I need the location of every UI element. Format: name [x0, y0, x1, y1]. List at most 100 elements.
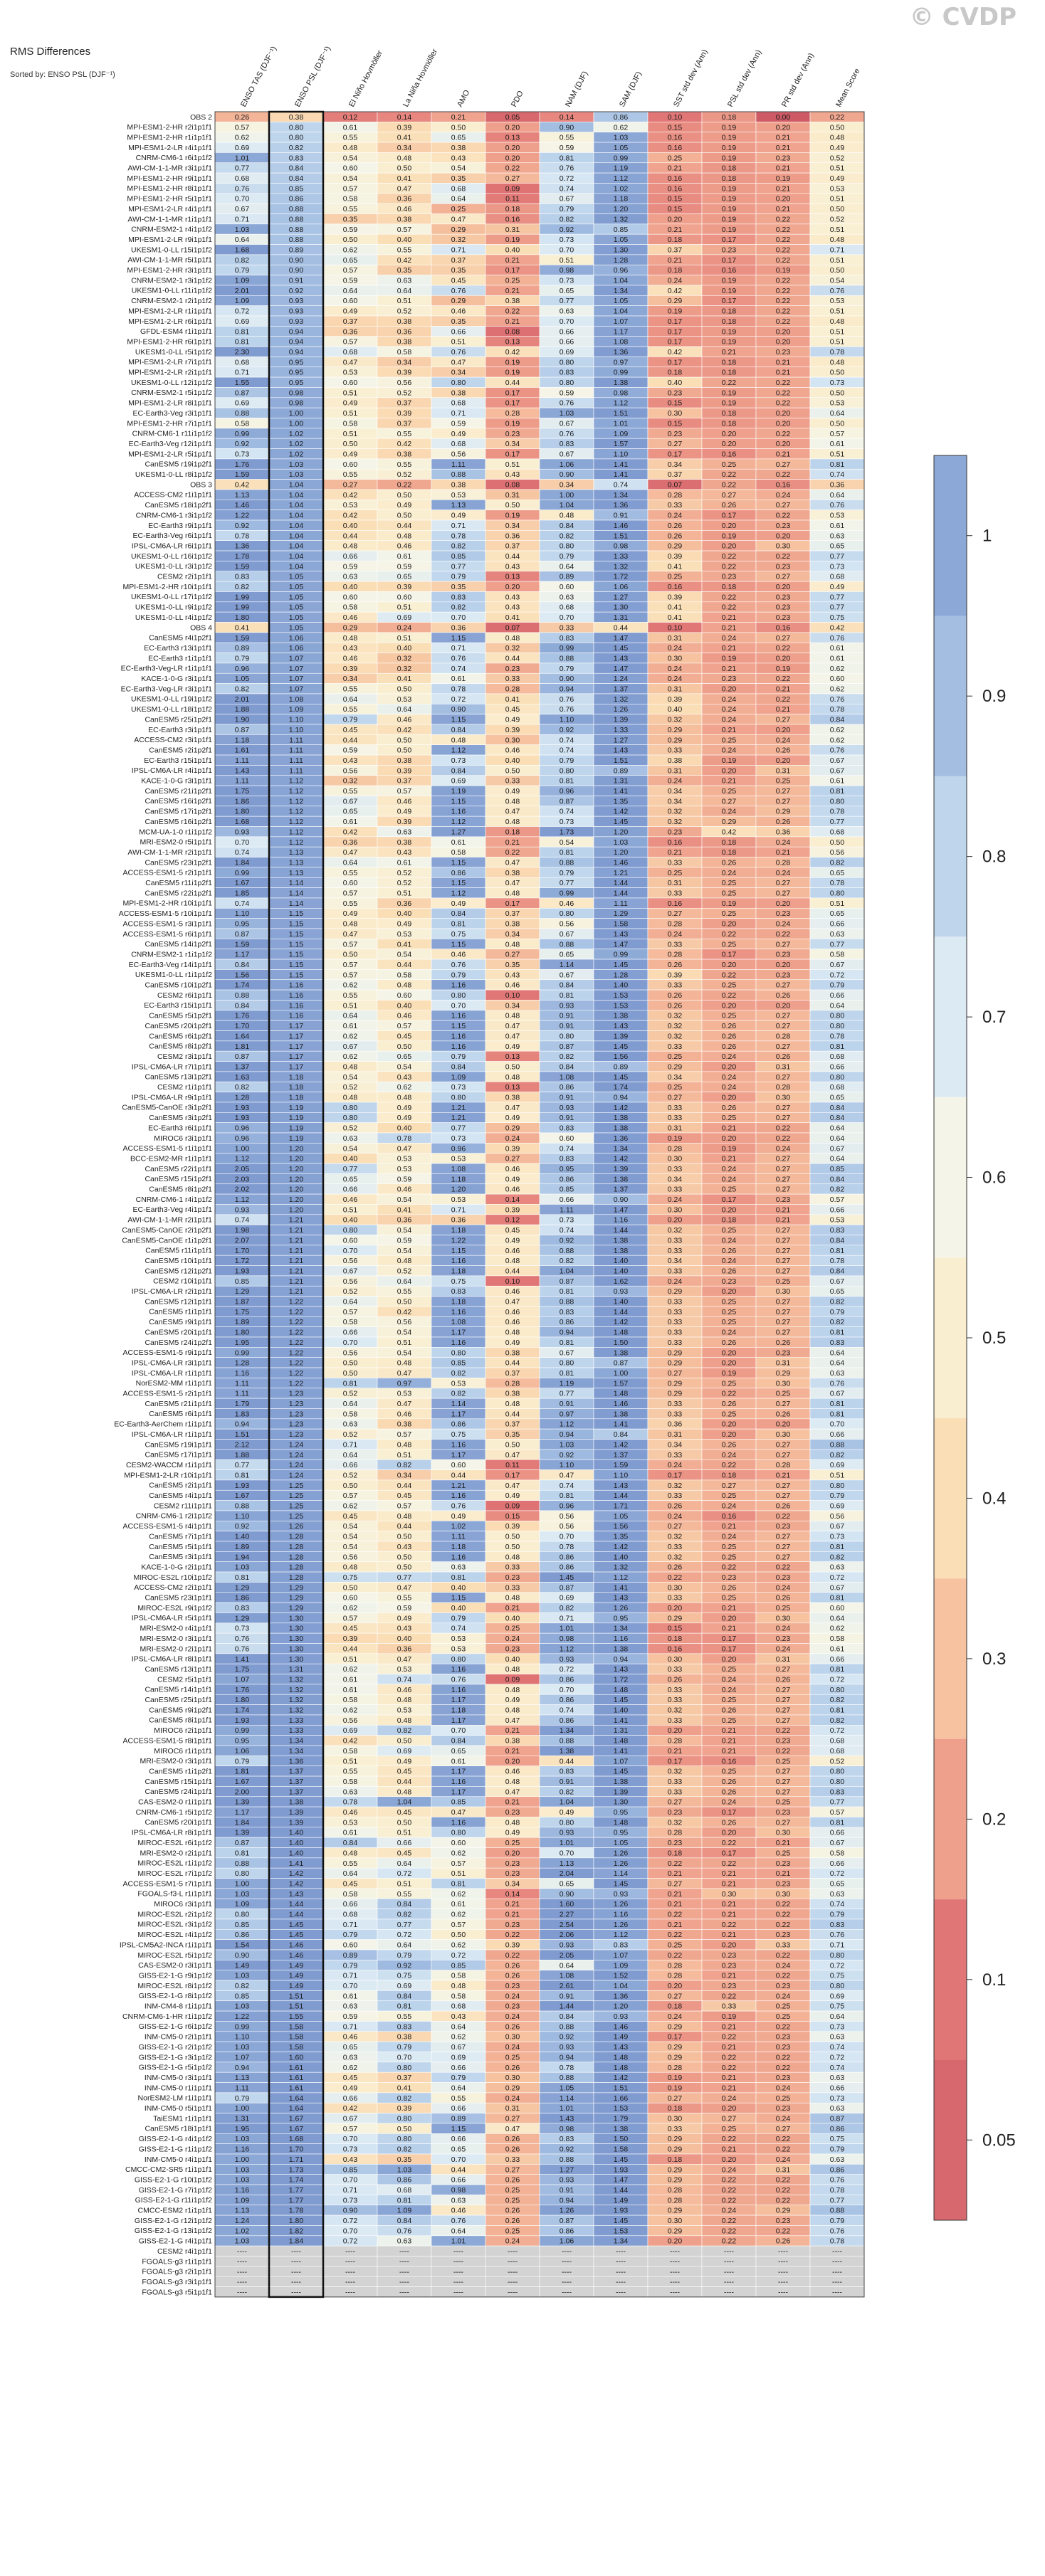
cell-value: 0.40 [505, 246, 520, 254]
cell-value: 0.56 [343, 766, 358, 775]
cell-value: 0.61 [343, 1992, 358, 2000]
cell-value: 0.65 [343, 2043, 358, 2052]
cell-value: 1.28 [289, 1553, 304, 1561]
cell-value: 1.45 [614, 1073, 629, 1082]
cell-value: 0.60 [343, 379, 358, 387]
cell-value: 0.45 [397, 1032, 412, 1040]
cell-value: 0.20 [722, 766, 737, 775]
cell-value: 0.80 [830, 1482, 845, 1490]
cell-value: 0.23 [668, 1808, 683, 1817]
cell-value: 0.61 [451, 1900, 466, 1909]
cell-value: 0.48 [451, 1982, 466, 1990]
cell-value: 0.38 [397, 1420, 412, 1429]
cell-value: 0.88 [560, 2155, 574, 2164]
cell-value: 0.21 [668, 1900, 683, 1909]
cell-value: 1.20 [614, 848, 629, 857]
cell-value: 0.17 [722, 1645, 737, 1653]
cell-value: 0.49 [505, 1492, 520, 1500]
cell-value: 0.25 [505, 1625, 520, 1633]
cell-value: 0.49 [343, 2084, 358, 2092]
cell-value: 0.22 [776, 297, 791, 305]
cell-value: 0.73 [560, 818, 574, 826]
cell-value: 0.91 [560, 1114, 574, 1122]
cell-value: 0.76 [235, 1635, 250, 1643]
cell-value: 1.21 [451, 1104, 466, 1112]
cell-value: 0.75 [830, 2135, 845, 2143]
cell-value: 1.17 [289, 1042, 304, 1051]
cell-value: 0.82 [830, 1553, 845, 1561]
cell-value: 0.33 [505, 1563, 520, 1572]
cell-value: 0.49 [451, 899, 466, 908]
cell-value: 1.13 [235, 2074, 250, 2082]
cell-value: 0.36 [776, 828, 791, 836]
cell-value: 0.29 [668, 2022, 683, 2031]
cell-value: 1.27 [451, 828, 466, 836]
cell-value: 0.86 [560, 1318, 574, 1326]
cell-value: 0.12 [505, 1216, 520, 1225]
cell-value: 0.94 [560, 1430, 574, 1439]
cell-value: 1.38 [614, 1645, 629, 1653]
cell-value: 0.92 [235, 1522, 250, 1531]
cell-value: 0.25 [722, 879, 737, 887]
cell-value: 1.67 [289, 2115, 304, 2123]
cell-value: 0.74 [235, 848, 250, 857]
cell-value: 1.30 [614, 603, 629, 612]
cell-value: 0.64 [830, 1124, 845, 1133]
cell-value: 0.19 [722, 532, 737, 540]
cell-value: 0.22 [722, 2196, 737, 2205]
cell-value: 1.01 [235, 154, 250, 162]
cell-value: 0.29 [668, 1390, 683, 1398]
cell-value: 0.71 [830, 246, 845, 254]
cell-value: 0.79 [560, 205, 574, 213]
cell-value: 0.50 [830, 389, 845, 397]
cell-value: 0.99 [614, 154, 629, 162]
cell-value: 1.00 [235, 2155, 250, 2164]
cell-value: 0.20 [776, 654, 791, 663]
cell-value: 0.86 [560, 1716, 574, 1725]
cell-value: 0.19 [722, 226, 737, 234]
column-header: NAM (DJF) [564, 70, 589, 108]
cell-value: 0.19 [722, 123, 737, 132]
cell-value: 0.72 [397, 1869, 412, 1878]
cell-value: 1.10 [235, 2033, 250, 2042]
cell-value: 0.27 [776, 1308, 791, 1316]
cell-value: 0.86 [560, 1083, 574, 1092]
cell-value: 0.15 [505, 1512, 520, 1521]
cell-value: 0.25 [505, 2186, 520, 2195]
cell-value: 0.94 [560, 2196, 574, 2205]
cell-value: 1.23 [289, 1420, 304, 1429]
cell-value: 1.15 [451, 634, 466, 643]
cell-value: 0.83 [560, 1308, 574, 1316]
cell-value: 1.30 [614, 1798, 629, 1807]
cell-value: 0.87 [560, 1042, 574, 1051]
cell-value: 1.47 [614, 665, 629, 673]
cell-value: 0.14 [397, 113, 412, 122]
cell-value: 0.58 [343, 195, 358, 204]
cell-value: 0.83 [289, 154, 304, 162]
cell-value: 0.17 [505, 266, 520, 275]
cell-value: 0.87 [235, 1052, 250, 1061]
cell-value: 0.90 [289, 256, 304, 265]
cell-value: 0.39 [505, 726, 520, 734]
cell-value: 0.62 [343, 981, 358, 990]
cell-value: 1.74 [289, 2176, 304, 2185]
cell-value: 0.82 [397, 2145, 412, 2154]
cell-value: 0.53 [451, 1379, 466, 1388]
cell-value: 0.44 [343, 736, 358, 744]
cell-value: 0.25 [668, 573, 683, 581]
cell-value: 0.20 [722, 961, 737, 969]
cell-value: 0.18 [722, 409, 737, 418]
cell-value: 0.38 [397, 838, 412, 847]
cell-value: 0.38 [505, 920, 520, 929]
cell-value: 0.77 [343, 1165, 358, 1173]
cell-value: 0.73 [343, 2196, 358, 2205]
cell-value: 1.22 [289, 1329, 304, 1337]
cell-value: 0.70 [235, 838, 250, 847]
cell-value: 1.36 [235, 542, 250, 551]
cell-value: 0.27 [776, 460, 791, 469]
cell-value: 0.27 [776, 1492, 791, 1500]
cell-value: 0.92 [235, 440, 250, 448]
cell-value: 0.19 [668, 2084, 683, 2092]
cell-value: 1.27 [560, 2165, 574, 2174]
cell-value: 0.32 [668, 1553, 683, 1561]
